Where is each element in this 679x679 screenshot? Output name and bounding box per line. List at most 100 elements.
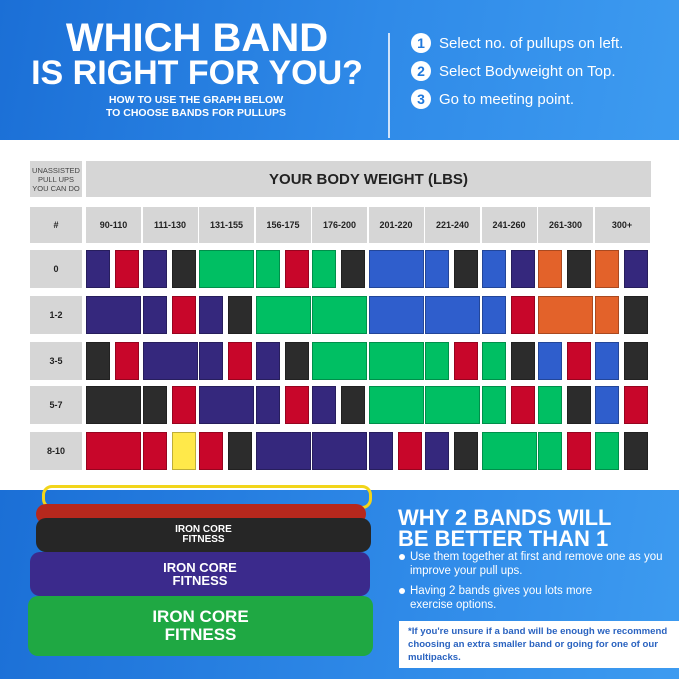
red-band-block (142, 432, 167, 470)
green-band-block (481, 386, 506, 424)
red-band-block (86, 432, 141, 470)
red-band-block (454, 342, 478, 380)
step-2: 2 Select Bodyweight on Top. (411, 61, 616, 81)
column-header: 300+ (594, 207, 650, 243)
row-label: 5-7 (30, 386, 82, 424)
green-band-block (538, 386, 562, 424)
row-label: 1-2 (30, 296, 82, 334)
red-band-block (567, 342, 591, 380)
divider (388, 33, 390, 138)
orange-band-block (538, 250, 562, 288)
purple-band-block (142, 250, 167, 288)
red-band-block (115, 342, 139, 380)
green-band-block (368, 386, 424, 424)
black-band-block (623, 296, 648, 334)
brand-logo: IRON CORE FITNESS (152, 607, 249, 644)
blue-band-block (481, 250, 506, 288)
orange-band-block (538, 296, 593, 334)
blue-band-block (594, 386, 619, 424)
purple-band-block (425, 432, 449, 470)
column-header: 261-300 (538, 207, 593, 243)
red-band-block (171, 296, 196, 334)
page-title: WHICH BAND IS RIGHT FOR YOU? (14, 18, 380, 92)
orange-band-block (594, 250, 619, 288)
blue-band-block (538, 342, 562, 380)
black-band-block (454, 250, 478, 288)
purple-band-block (199, 342, 223, 380)
green-band-block (481, 432, 537, 470)
red-band-block (397, 432, 422, 470)
corner-label: UNASSISTED PULL UPS YOU CAN DO (30, 161, 82, 197)
subtitle: HOW TO USE THE GRAPH BELOW TO CHOOSE BAND… (70, 94, 322, 120)
step-3: 3 Go to meeting point. (411, 89, 574, 109)
green-band-block (594, 432, 619, 470)
brand-logo: IRON CORE FITNESS (163, 560, 237, 588)
step-text: Go to meeting point. (439, 90, 575, 108)
red-band-block (510, 386, 535, 424)
column-header: 156-175 (255, 207, 311, 243)
step-number-icon: 3 (411, 89, 431, 109)
black-band-block (86, 386, 141, 424)
bullet-item: Having 2 bands gives you lots more exerc… (398, 584, 628, 612)
black-band-block (454, 432, 478, 470)
title-line-2: IS RIGHT FOR YOU? (31, 54, 363, 92)
black-band-block (86, 342, 110, 380)
blue-band-block (368, 250, 424, 288)
step-number-icon: 1 (411, 33, 431, 53)
black-band-block (228, 432, 252, 470)
column-header: 176-200 (312, 207, 367, 243)
black-band-block (228, 296, 252, 334)
column-header: 131-155 (199, 207, 254, 243)
bottom-section: IRON CORE FITNESS IRON CORE FITNESS IRON… (0, 485, 679, 679)
green-band-block (255, 296, 311, 334)
purple-band-block (199, 386, 254, 424)
black-band-block (171, 250, 196, 288)
row-label: 8-10 (30, 432, 82, 470)
blue-band-block (481, 296, 506, 334)
purple-band-block (199, 296, 223, 334)
black-band-block (142, 386, 167, 424)
red-band-block (567, 432, 591, 470)
column-header: 90-110 (86, 207, 141, 243)
why-line-1: WHY 2 BANDS WILL (398, 505, 612, 530)
red-band-block (115, 250, 139, 288)
row-label: 0 (30, 250, 82, 288)
green-band-block (425, 342, 449, 380)
recommendation-note: *If you're unsure if a band will be enou… (399, 621, 679, 668)
column-header: 201-220 (368, 207, 424, 243)
brand-logo: IRON CORE FITNESS (175, 524, 232, 545)
purple-band-block (255, 386, 280, 424)
blue-band-block (425, 296, 480, 334)
green-band-block (538, 432, 562, 470)
green-band-block (312, 342, 367, 380)
orange-band-block (594, 296, 619, 334)
blue-band-block (594, 342, 619, 380)
green-band-block (368, 342, 424, 380)
black-band-block (567, 386, 591, 424)
step-text: Select no. of pullups on left. (439, 34, 624, 52)
purple-band-block (142, 296, 167, 334)
row-header-label: # (30, 207, 82, 243)
column-header: 241-260 (481, 207, 537, 243)
green-band-block (481, 342, 506, 380)
band-chart: UNASSISTED PULL UPS YOU CAN DO YOUR BODY… (0, 140, 679, 490)
purple-band-block (142, 342, 198, 380)
black-band-block (623, 432, 648, 470)
red-band-block (623, 386, 648, 424)
black-band-block (284, 342, 309, 380)
red-band-block (199, 432, 223, 470)
green-band-block (312, 296, 367, 334)
black-band-block (341, 386, 365, 424)
subtitle-line-1: HOW TO USE THE GRAPH BELOW (108, 94, 284, 106)
header-banner: WHICH BAND IS RIGHT FOR YOU? HOW TO USE T… (0, 0, 679, 140)
green-band-block (425, 386, 480, 424)
bullet-item: Use them together at first and remove on… (398, 550, 668, 578)
blue-band-block (368, 296, 424, 334)
green-band: IRON CORE FITNESS (28, 596, 373, 656)
red-band-block (171, 386, 196, 424)
purple-band: IRON CORE FITNESS (30, 552, 370, 596)
step-1: 1 Select no. of pullups on left. (411, 33, 623, 53)
black-band-block (510, 342, 535, 380)
red-band-block (228, 342, 252, 380)
purple-band-block (368, 432, 393, 470)
